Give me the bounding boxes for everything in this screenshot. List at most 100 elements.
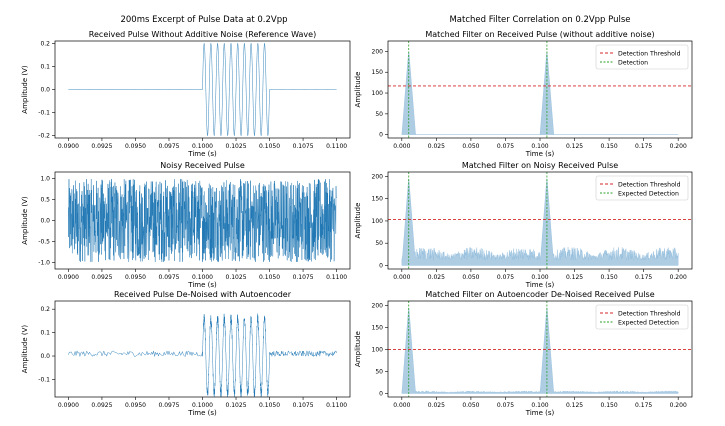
y-axis-label: Amplitude [354, 203, 362, 239]
right-suptitle: Matched Filter Correlation on 0.2Vpp Pul… [449, 15, 630, 25]
y-axis-label: Amplitude [354, 331, 362, 367]
x-tick-label: 0.050 [462, 402, 479, 409]
x-tick-label: 0.100 [531, 143, 548, 150]
signal-line [68, 179, 337, 263]
x-tick-label: 0.1000 [192, 274, 213, 281]
x-tick-label: 0.0950 [125, 274, 146, 281]
x-tick-label: 0.150 [600, 143, 617, 150]
x-tick-label: 0.1075 [293, 143, 314, 150]
x-tick-label: 0.175 [635, 274, 652, 281]
x-axis-label: Time (s) [187, 150, 217, 158]
chart-title: Noisy Received Pulse [160, 161, 245, 170]
x-tick-label: 0.0900 [58, 274, 79, 281]
y-tick-label: 200 [372, 302, 384, 309]
y-tick-label: 150 [372, 324, 384, 331]
x-tick-label: 0.050 [462, 143, 479, 150]
chart-p2: Noisy Received Pulse 0.0900 0.0925 0.0950 0.… [21, 161, 351, 289]
x-tick-label: 0.1100 [326, 402, 347, 409]
x-axis-label: Time (s) [187, 281, 217, 289]
plot-area [388, 301, 692, 397]
x-tick-label: 0.1000 [192, 402, 213, 409]
legend-box [595, 175, 689, 201]
x-tick-label: 0.175 [635, 402, 652, 409]
x-axis-label: Time (s) [525, 409, 555, 417]
chart-p1: Received Pulse Without Additive Noise (R… [21, 30, 351, 158]
y-tick-label: 0.5 [40, 196, 50, 203]
y-tick-label: 100 [372, 90, 384, 97]
x-tick-label: 0.100 [531, 402, 548, 409]
x-tick-label: 0.1075 [293, 274, 314, 281]
plot-area [388, 41, 692, 138]
y-axis-label: Amplitude (V) [21, 325, 29, 374]
y-tick-label: -0.1 [38, 110, 50, 117]
correlation-area [401, 51, 679, 135]
correlation-area [401, 307, 679, 394]
y-tick-label: 50 [375, 240, 383, 247]
legend-label: Detection Threshold [618, 310, 681, 317]
y-tick-label: 0.0 [40, 87, 50, 94]
plot-area [68, 179, 337, 263]
x-tick-label: 0.1100 [326, 143, 347, 150]
x-tick-label: 0.1075 [293, 402, 314, 409]
x-tick-label: 0.0975 [158, 402, 179, 409]
x-tick-label: 0.0925 [91, 143, 112, 150]
y-tick-label: 200 [372, 48, 384, 55]
x-tick-label: 0.1050 [259, 402, 280, 409]
y-tick-label: 100 [372, 346, 384, 353]
chart-p6: Matched Filter on Autoencoder De-Noised … [354, 290, 693, 417]
x-tick-label: 0.1025 [226, 274, 247, 281]
y-axis-label: Amplitude [354, 72, 362, 108]
x-tick-label: 0.050 [462, 274, 479, 281]
x-tick-label: 0.175 [635, 143, 652, 150]
y-tick-label: 200 [372, 173, 384, 180]
chart-title: Received Pulse Without Additive Noise (R… [89, 30, 316, 39]
x-tick-label: 0.0900 [58, 143, 79, 150]
x-tick-label: 0.1025 [226, 143, 247, 150]
y-tick-label: 0.2 [40, 306, 50, 313]
y-tick-label: 150 [372, 196, 384, 203]
plot-area [68, 43, 337, 136]
plot-area [68, 313, 337, 397]
y-axis-label: Amplitude (V) [21, 65, 29, 114]
x-tick-label: 0.125 [566, 143, 583, 150]
x-tick-label: 0.025 [428, 143, 445, 150]
chart-title: Matched Filter on Noisy Received Pulse [462, 161, 618, 170]
chart-p5: Matched Filter on Noisy Received Pulse De… [354, 161, 693, 289]
y-tick-label: 0 [379, 132, 383, 139]
signal-line [68, 43, 337, 136]
legend-label: Detection [618, 59, 648, 66]
x-tick-label: 0.000 [393, 143, 410, 150]
x-tick-label: 0.200 [670, 274, 687, 281]
x-tick-label: 0.200 [670, 402, 687, 409]
x-tick-label: 0.1050 [259, 143, 280, 150]
x-tick-label: 0.150 [600, 274, 617, 281]
y-tick-label: 1.0 [40, 175, 50, 182]
chart-p4: Matched Filter on Received Pulse (withou… [354, 30, 693, 158]
x-tick-label: 0.0975 [158, 274, 179, 281]
chart-title: Matched Filter on Received Pulse (withou… [425, 30, 654, 39]
y-tick-label: 0.1 [40, 63, 50, 70]
y-tick-label: 0.1 [40, 330, 50, 337]
x-tick-label: 0.1000 [192, 143, 213, 150]
y-axis-label: Amplitude (V) [21, 196, 29, 245]
x-tick-label: 0.1100 [326, 274, 347, 281]
correlation-area [401, 178, 679, 266]
x-tick-label: 0.000 [393, 274, 410, 281]
x-tick-label: 0.200 [670, 143, 687, 150]
x-tick-label: 0.075 [497, 143, 514, 150]
y-tick-label: 50 [375, 368, 383, 375]
legend-label: Expected Detection [618, 319, 679, 326]
x-tick-label: 0.100 [531, 274, 548, 281]
x-tick-label: 0.0925 [91, 402, 112, 409]
y-tick-label: 150 [372, 69, 384, 76]
legend-box [595, 304, 689, 330]
chart-title: Received Pulse De-Noised with Autoencode… [114, 290, 292, 299]
y-tick-label: 0.0 [40, 218, 50, 225]
legend-box [595, 44, 689, 70]
x-axis-label: Time (s) [525, 281, 555, 289]
chart-p3: Received Pulse De-Noised with Autoencode… [21, 290, 351, 417]
y-tick-label: 100 [372, 218, 384, 225]
y-tick-label: 0 [379, 262, 383, 269]
x-tick-label: 0.1050 [259, 274, 280, 281]
